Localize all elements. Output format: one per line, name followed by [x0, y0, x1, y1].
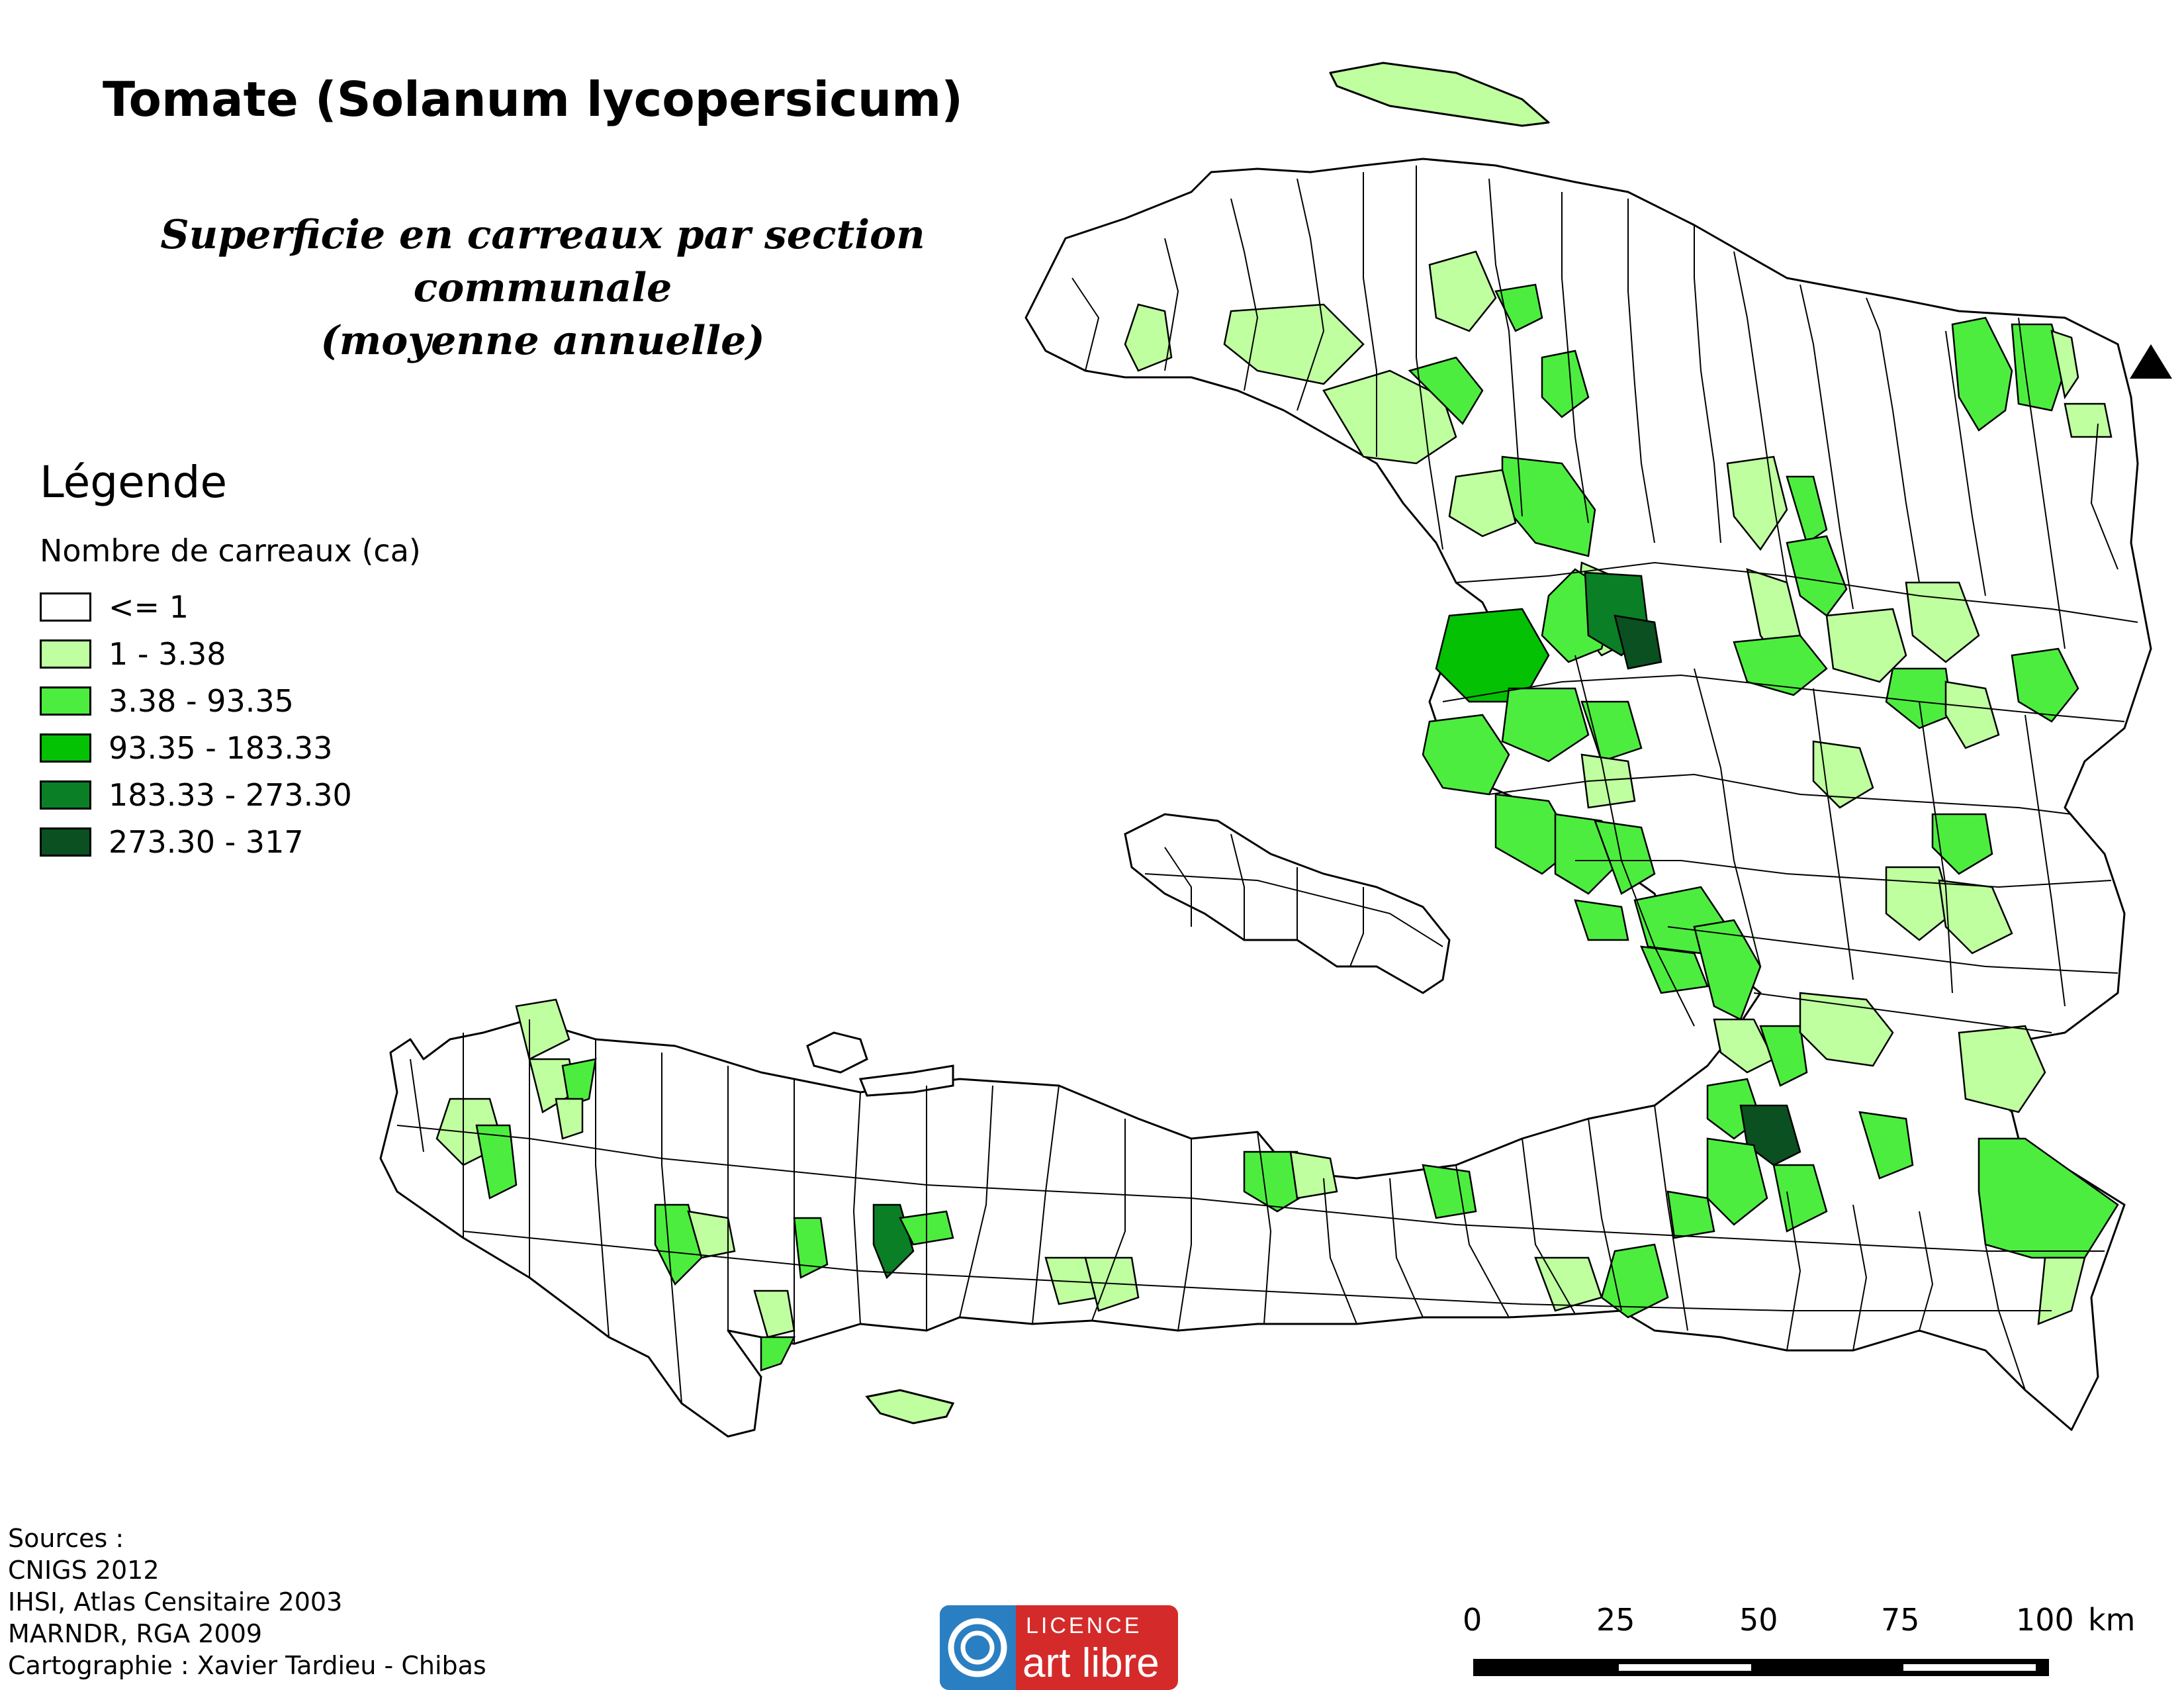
legend-item: 93.35 - 183.33	[40, 724, 503, 771]
scale-bar-graphic	[1473, 1659, 2049, 1676]
legend-item: 3.38 - 93.35	[40, 677, 503, 724]
legend-swatch	[40, 827, 91, 857]
scale-tick-label: 100	[2016, 1602, 2074, 1638]
scale-tick-label: 0	[1463, 1602, 1482, 1638]
scale-tick-label: 50	[1739, 1602, 1778, 1638]
tortue-island	[1329, 62, 1550, 127]
sources-line: Cartographie : Xavier Tardieu - Chibas	[8, 1651, 486, 1680]
legend: Légende Nombre de carreaux (ca) <= 1 1 -…	[40, 457, 503, 865]
legend-item: 273.30 - 317	[40, 818, 503, 865]
subtitle-line-2: (moyenne annuelle)	[320, 318, 765, 364]
cayemites-island	[806, 1031, 868, 1074]
ile-a-vache	[865, 1389, 955, 1425]
scale-unit: km	[2088, 1602, 2136, 1638]
scale-bar: 0 25 50 75 100 km	[1456, 1602, 2135, 1688]
legend-label: 93.35 - 183.33	[109, 729, 333, 766]
sources-line: Sources :	[8, 1524, 124, 1553]
legend-label: 1 - 3.38	[109, 635, 226, 672]
legend-subtitle: Nombre de carreaux (ca)	[40, 533, 421, 569]
sources-line: IHSI, Atlas Censitaire 2003	[8, 1587, 343, 1617]
legend-swatch	[40, 639, 91, 669]
north-arrow-icon	[2130, 344, 2172, 379]
legend-swatch	[40, 686, 91, 716]
map-title: Tomate (Solanum lycopersicum)	[102, 71, 964, 127]
cayemites-island-2	[858, 1064, 954, 1097]
legend-item: 183.33 - 273.30	[40, 771, 503, 818]
sources-block: Sources : CNIGS 2012 IHSI, Atlas Censita…	[8, 1523, 486, 1681]
licence-line-2: art libre	[1023, 1640, 1160, 1686]
licence-line-1: LICENCE	[1026, 1613, 1142, 1638]
scale-tick-label: 25	[1596, 1602, 1635, 1638]
legend-item: 1 - 3.38	[40, 630, 503, 677]
legend-swatch	[40, 733, 91, 763]
licence-art-libre-logo: LICENCE art libre	[940, 1605, 1178, 1690]
legend-label: <= 1	[109, 588, 189, 625]
legend-item: <= 1	[40, 583, 503, 630]
map-subtitle: Superficie en carreaux par section commu…	[79, 209, 1006, 367]
legend-label: 183.33 - 273.30	[109, 776, 352, 813]
legend-swatch	[40, 592, 91, 622]
subtitle-line-1: Superficie en carreaux par section commu…	[160, 212, 925, 311]
gonave-island	[1124, 813, 1451, 994]
sources-line: MARNDR, RGA 2009	[8, 1619, 263, 1648]
sources-line: CNIGS 2012	[8, 1556, 159, 1585]
scale-tick-label: 75	[1881, 1602, 1920, 1638]
haiti-map	[379, 62, 2172, 1438]
legend-swatch	[40, 780, 91, 810]
legend-title: Légende	[40, 457, 228, 508]
legend-label: 3.38 - 93.35	[109, 682, 294, 719]
legend-label: 273.30 - 317	[109, 823, 304, 860]
